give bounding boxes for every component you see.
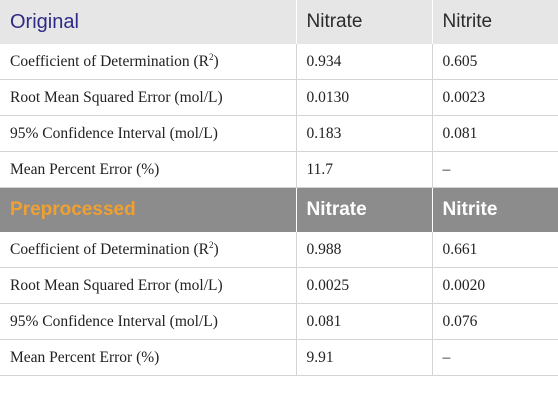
row-label: Root Mean Squared Error (mol/L): [0, 267, 297, 304]
table-row: Root Mean Squared Error (mol/L) 0.0025 0…: [0, 267, 558, 304]
table-row: 95% Confidence Interval (mol/L) 0.081 0.…: [0, 303, 558, 340]
superscript: 2: [209, 51, 214, 62]
results-table: Original Nitrate Nitrite Coefficient of …: [0, 0, 558, 376]
table-row: 95% Confidence Interval (mol/L) 0.183 0.…: [0, 115, 558, 152]
table-row: Mean Percent Error (%) 9.91 –: [0, 339, 558, 376]
nitrite-value: 0.0023: [432, 79, 558, 116]
row-label: 95% Confidence Interval (mol/L): [0, 303, 297, 340]
table-row: Root Mean Squared Error (mol/L) 0.0130 0…: [0, 79, 558, 116]
row-label: Mean Percent Error (%): [0, 339, 297, 376]
nitrite-value: –: [432, 151, 558, 188]
nitrite-value: 0.081: [432, 115, 558, 152]
preprocessed-header-row: Preprocessed Nitrate Nitrite: [0, 187, 558, 232]
nitrite-value: 0.661: [432, 232, 558, 268]
column-header-nitrate: Nitrate: [296, 187, 433, 232]
superscript: 2: [209, 239, 214, 250]
row-label: Coefficient of Determination (R2): [0, 44, 297, 80]
column-header-nitrite: Nitrite: [432, 0, 558, 44]
column-header-nitrate: Nitrate: [296, 0, 433, 44]
nitrite-value: 0.0020: [432, 267, 558, 304]
row-label: Mean Percent Error (%): [0, 151, 297, 188]
table-row: Coefficient of Determination (R2) 0.934 …: [0, 44, 558, 80]
nitrite-value: 0.605: [432, 44, 558, 80]
nitrite-value: –: [432, 339, 558, 376]
nitrate-value: 0.0025: [296, 267, 433, 304]
nitrate-value: 0.988: [296, 232, 433, 268]
nitrate-value: 0.0130: [296, 79, 433, 116]
nitrate-value: 0.081: [296, 303, 433, 340]
row-label: Coefficient of Determination (R2): [0, 232, 297, 268]
nitrite-value: 0.076: [432, 303, 558, 340]
table-row: Coefficient of Determination (R2) 0.988 …: [0, 232, 558, 268]
table-row: Mean Percent Error (%) 11.7 –: [0, 151, 558, 188]
nitrate-value: 0.183: [296, 115, 433, 152]
original-header-row: Original Nitrate Nitrite: [0, 0, 558, 44]
section-title-original: Original: [0, 0, 297, 44]
row-label: Root Mean Squared Error (mol/L): [0, 79, 297, 116]
nitrate-value: 9.91: [296, 339, 433, 376]
section-title-preprocessed: Preprocessed: [0, 187, 297, 232]
nitrate-value: 0.934: [296, 44, 433, 80]
column-header-nitrite: Nitrite: [432, 187, 558, 232]
nitrate-value: 11.7: [296, 151, 433, 188]
row-label: 95% Confidence Interval (mol/L): [0, 115, 297, 152]
